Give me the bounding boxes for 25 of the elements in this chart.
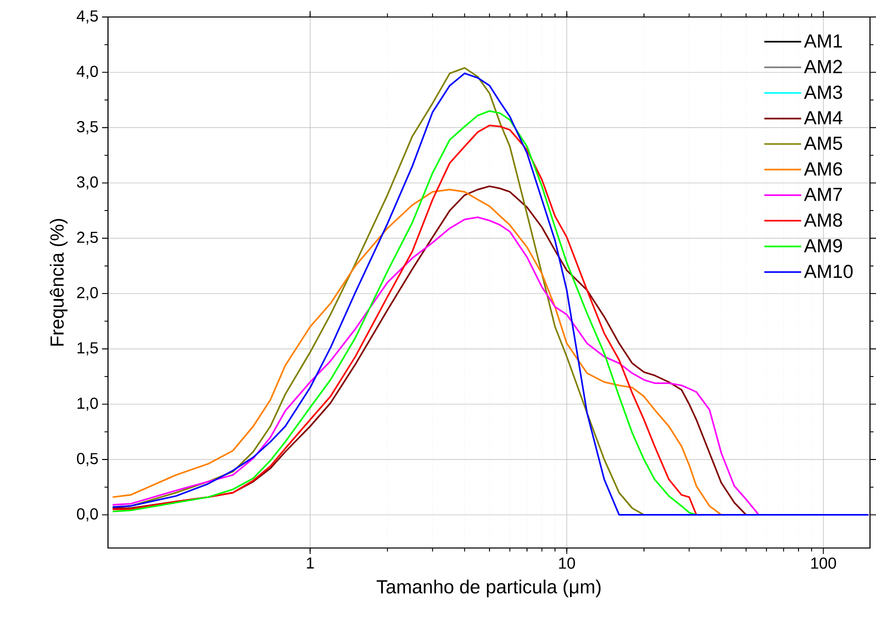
x-tick-label: 100 bbox=[811, 558, 836, 569]
y-tick-label: 1,5 bbox=[78, 342, 98, 356]
x-tick-label: 10 bbox=[559, 558, 575, 569]
legend-label: AM2 bbox=[804, 60, 842, 74]
y-tick-label: 2,5 bbox=[77, 232, 98, 245]
legend-label: AM5 bbox=[804, 136, 842, 150]
x-axis-title: Tamanho de particula (μm) bbox=[376, 580, 601, 598]
x-tick-label: 1 bbox=[306, 557, 314, 568]
y-axis-title: Frequência (%) bbox=[50, 219, 68, 346]
y-tick-label: 4,5 bbox=[76, 10, 98, 24]
legend-label: AM9 bbox=[804, 239, 842, 252]
legend-label: AM1 bbox=[804, 34, 842, 48]
legend-label: AM3 bbox=[804, 86, 842, 100]
y-tick-label: 3,0 bbox=[76, 176, 98, 190]
legend-label: AM8 bbox=[804, 213, 842, 227]
legend-label: AM7 bbox=[804, 188, 842, 201]
legend-label: AM4 bbox=[804, 111, 842, 124]
legend-label: AM10 bbox=[804, 264, 853, 278]
legend-label: AM6 bbox=[804, 162, 842, 176]
y-tick-label: 0,0 bbox=[76, 508, 98, 522]
y-tick-label: 4,0 bbox=[76, 66, 98, 79]
y-tick-label: 0,5 bbox=[76, 452, 98, 466]
y-tick-label: 3,5 bbox=[76, 121, 98, 134]
y-tick-label: 1,0 bbox=[78, 398, 98, 411]
y-tick-label: 2,0 bbox=[77, 286, 98, 300]
